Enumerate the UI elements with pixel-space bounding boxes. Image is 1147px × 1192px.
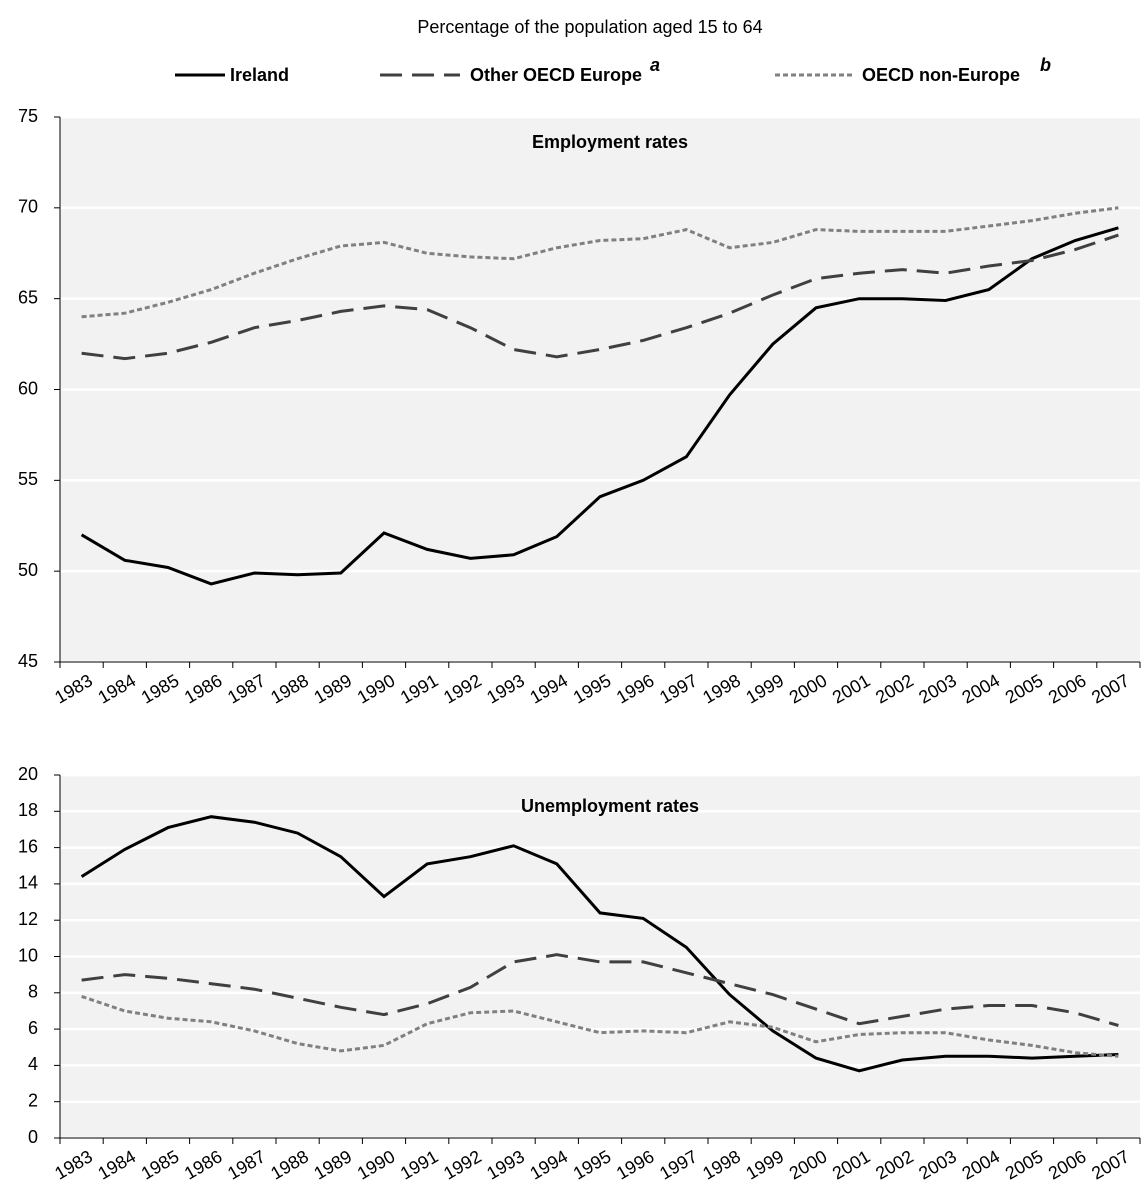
x-tick-label: 1999 xyxy=(742,670,787,707)
y-tick-label: 55 xyxy=(18,469,38,489)
x-tick-label: 2003 xyxy=(915,670,960,707)
x-tick-label: 2000 xyxy=(786,1146,831,1183)
y-tick-label: 0 xyxy=(28,1127,38,1147)
x-tick-label: 2002 xyxy=(872,1146,917,1183)
y-tick-label: 50 xyxy=(18,560,38,580)
x-tick-label: 1984 xyxy=(94,1146,139,1183)
x-tick-label: 1994 xyxy=(526,1146,571,1183)
series-line xyxy=(81,233,1119,361)
x-tick-label: 1985 xyxy=(138,670,183,707)
x-tick-label: 1992 xyxy=(440,670,485,707)
x-tick-label: 1998 xyxy=(699,670,744,707)
x-tick-label: 1994 xyxy=(526,670,571,707)
series-line xyxy=(80,815,1119,1073)
y-tick-label: 20 xyxy=(18,764,38,784)
chart-title: Unemployment rates xyxy=(521,796,699,816)
x-tick-label: 2005 xyxy=(1002,670,1047,707)
x-tick-label: 1983 xyxy=(51,670,96,707)
x-tick-label: 2005 xyxy=(1002,1146,1047,1183)
y-tick-label: 45 xyxy=(18,651,38,671)
x-tick-label: 2001 xyxy=(829,1146,874,1183)
x-tick-label: 1991 xyxy=(397,1146,442,1183)
legend-label: Ireland xyxy=(230,65,289,85)
series-line xyxy=(80,226,1119,586)
legend-note: a xyxy=(650,55,660,75)
x-tick-label: 2001 xyxy=(829,670,874,707)
x-tick-label: 1995 xyxy=(570,1146,615,1183)
x-tick-label: 2002 xyxy=(872,670,917,707)
y-tick-label: 75 xyxy=(18,106,38,126)
x-tick-label: 1999 xyxy=(742,1146,787,1183)
x-tick-label: 1988 xyxy=(267,1146,312,1183)
x-tick-label: 1997 xyxy=(656,670,701,707)
chart-subtitle: Percentage of the population aged 15 to … xyxy=(417,17,762,37)
series-line xyxy=(81,994,1119,1058)
x-tick-label: 1990 xyxy=(354,670,399,707)
x-tick-label: 2007 xyxy=(1088,670,1133,707)
x-tick-label: 2004 xyxy=(958,1146,1003,1183)
y-tick-label: 2 xyxy=(28,1090,38,1110)
x-tick-label: 1986 xyxy=(181,1146,226,1183)
x-tick-label: 1984 xyxy=(94,670,139,707)
x-tick-label: 1998 xyxy=(699,1146,744,1183)
legend-label: OECD non-Europe xyxy=(862,65,1020,85)
x-tick-label: 1996 xyxy=(613,670,658,707)
x-tick-label: 1987 xyxy=(224,670,269,707)
y-tick-label: 4 xyxy=(28,1054,38,1074)
chart-title: Employment rates xyxy=(532,132,688,152)
y-tick-label: 8 xyxy=(28,982,38,1002)
y-tick-label: 70 xyxy=(18,197,38,217)
y-tick-label: 60 xyxy=(18,378,38,398)
x-tick-label: 1996 xyxy=(613,1146,658,1183)
x-tick-label: 1990 xyxy=(354,1146,399,1183)
y-tick-label: 12 xyxy=(18,909,38,929)
x-tick-label: 1988 xyxy=(267,670,312,707)
y-tick-label: 65 xyxy=(18,287,38,307)
y-tick-label: 10 xyxy=(18,945,38,965)
x-tick-label: 1997 xyxy=(656,1146,701,1183)
x-tick-label: 1985 xyxy=(138,1146,183,1183)
x-tick-label: 2003 xyxy=(915,1146,960,1183)
series-line xyxy=(81,206,1119,319)
x-tick-label: 1987 xyxy=(224,1146,269,1183)
y-tick-label: 16 xyxy=(18,836,38,856)
x-tick-label: 1991 xyxy=(397,670,442,707)
x-tick-label: 1986 xyxy=(181,670,226,707)
x-tick-label: 1993 xyxy=(483,670,528,707)
legend-note: b xyxy=(1040,55,1051,75)
y-tick-label: 6 xyxy=(28,1018,38,1038)
x-tick-label: 2007 xyxy=(1088,1146,1133,1183)
x-tick-label: 1989 xyxy=(310,1146,355,1183)
legend-label: Other OECD Europe xyxy=(470,65,642,85)
x-tick-label: 1993 xyxy=(483,1146,528,1183)
x-tick-label: 2006 xyxy=(1045,670,1090,707)
series-line xyxy=(81,953,1119,1027)
x-tick-label: 1992 xyxy=(440,1146,485,1183)
x-tick-label: 1995 xyxy=(570,670,615,707)
x-tick-label: 1989 xyxy=(310,670,355,707)
y-tick-label: 14 xyxy=(18,873,38,893)
x-tick-label: 2004 xyxy=(958,670,1003,707)
y-tick-label: 18 xyxy=(18,800,38,820)
x-tick-label: 2006 xyxy=(1045,1146,1090,1183)
x-tick-label: 2000 xyxy=(786,670,831,707)
x-tick-label: 1983 xyxy=(51,1146,96,1183)
